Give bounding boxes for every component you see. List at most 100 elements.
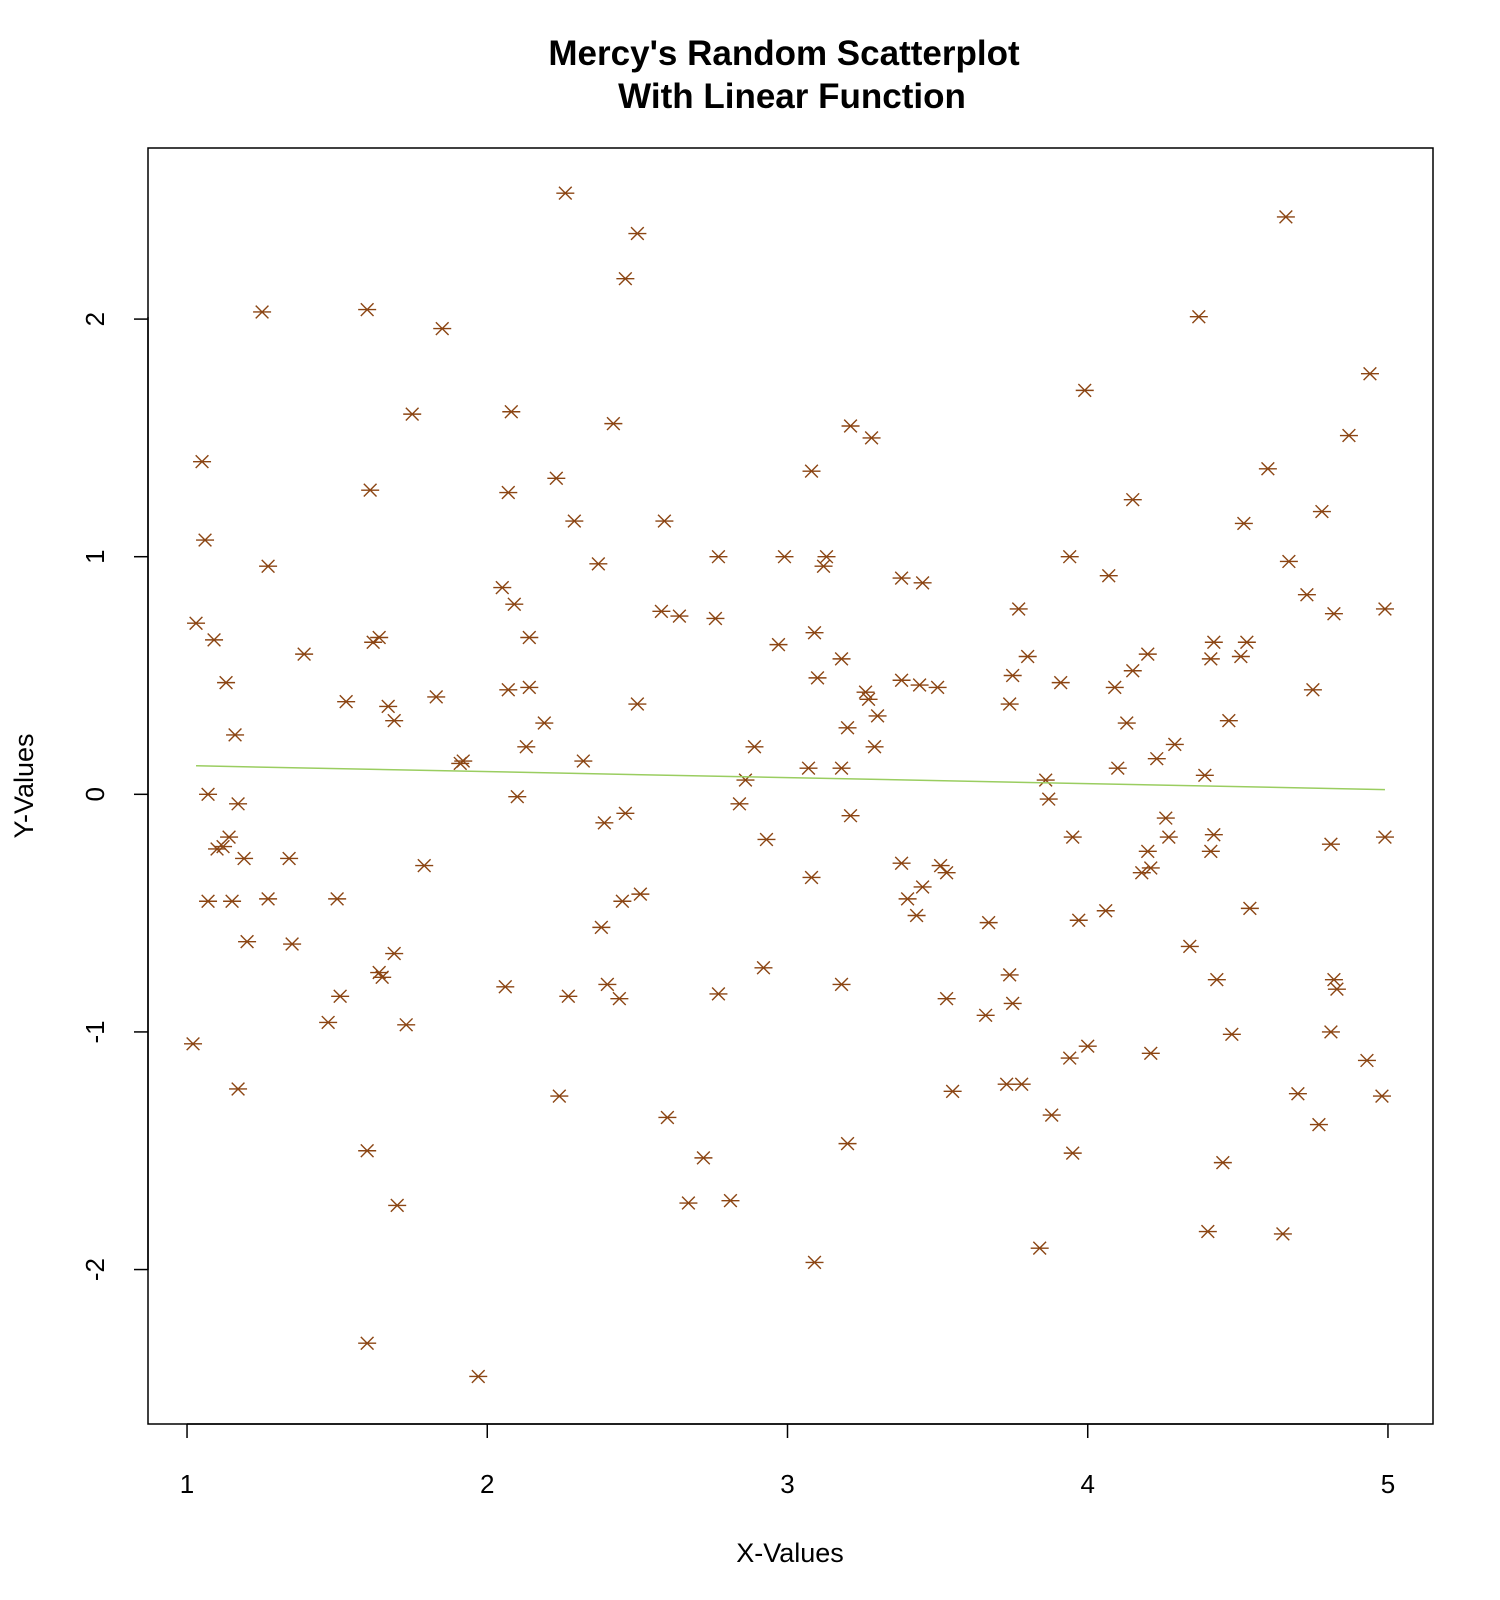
data-point — [832, 761, 851, 776]
data-point — [913, 575, 932, 590]
y-tick-label: 1 — [80, 549, 110, 563]
data-point — [502, 404, 521, 419]
data-point — [1357, 1053, 1376, 1068]
data-point — [757, 832, 776, 847]
y-axis-ticks: -2 -1 0 1 2 — [80, 312, 148, 1281]
data-point — [1069, 913, 1088, 928]
data-point — [721, 1193, 740, 1208]
data-point — [184, 1036, 203, 1051]
data-point — [415, 858, 434, 873]
data-point — [337, 694, 356, 709]
data-point — [1204, 635, 1223, 650]
data-point — [1105, 680, 1124, 695]
data-point — [979, 915, 998, 930]
data-point — [1213, 1155, 1232, 1170]
data-point — [706, 611, 725, 626]
data-point — [730, 796, 749, 811]
data-point — [427, 690, 446, 704]
data-point — [814, 559, 833, 574]
data-point — [910, 678, 929, 692]
y-axis-label: Y-Values — [9, 733, 39, 838]
x-axis-label: X-Values — [736, 1538, 844, 1568]
data-point — [520, 680, 539, 695]
data-point — [856, 685, 875, 700]
x-tick-label: 1 — [180, 1469, 194, 1499]
data-point — [499, 682, 518, 697]
data-point — [694, 1151, 713, 1165]
data-point — [679, 1196, 698, 1210]
data-point — [469, 1369, 488, 1384]
data-point — [832, 652, 851, 666]
data-point — [1276, 210, 1295, 224]
data-point — [1003, 996, 1022, 1011]
data-point — [1063, 830, 1082, 844]
data-point — [1297, 587, 1316, 602]
data-point — [976, 1008, 995, 1023]
data-point — [1201, 652, 1220, 666]
data-point — [709, 987, 728, 1001]
data-point — [517, 739, 536, 754]
data-point — [1288, 1086, 1307, 1101]
data-point — [295, 647, 314, 661]
data-point — [1222, 1027, 1241, 1042]
data-point — [1375, 602, 1394, 616]
data-point — [1258, 461, 1277, 476]
data-point — [358, 1143, 377, 1158]
data-point — [1207, 972, 1226, 987]
data-point — [385, 946, 404, 961]
data-point — [556, 186, 575, 201]
y-tick-label: 0 — [80, 787, 110, 801]
data-point — [520, 630, 539, 645]
data-point — [1156, 811, 1175, 825]
data-point — [328, 892, 347, 906]
data-point — [1219, 713, 1238, 728]
data-point — [547, 471, 566, 486]
data-point — [892, 571, 911, 585]
x-tick-label: 2 — [480, 1469, 494, 1499]
data-point — [280, 851, 299, 866]
data-point — [859, 692, 878, 707]
data-point — [1159, 830, 1178, 844]
data-point — [220, 830, 239, 844]
data-point — [370, 630, 389, 645]
data-point — [862, 431, 881, 445]
data-point — [907, 908, 926, 923]
data-point — [1003, 668, 1022, 683]
data-point — [1009, 602, 1028, 616]
data-point — [799, 761, 818, 776]
data-point — [658, 1110, 677, 1125]
data-point — [1078, 1039, 1097, 1054]
y-tick-label: 2 — [80, 312, 110, 326]
data-point — [943, 1084, 962, 1099]
data-point — [1075, 383, 1094, 398]
data-point — [1108, 761, 1127, 776]
chart-title-line-2: With Linear Function — [618, 77, 966, 116]
data-point — [259, 892, 278, 906]
data-point — [1141, 861, 1160, 875]
data-point — [898, 892, 917, 906]
data-point — [928, 680, 947, 695]
linear-function-line — [196, 765, 1385, 791]
data-point — [754, 960, 773, 975]
data-point — [745, 739, 764, 754]
data-point — [229, 796, 248, 811]
data-point — [832, 977, 851, 992]
data-point — [817, 549, 836, 564]
data-point — [769, 637, 788, 652]
data-point — [652, 604, 671, 619]
data-point — [1273, 1227, 1292, 1241]
data-point — [259, 559, 278, 574]
data-point — [499, 485, 518, 500]
data-point — [361, 483, 380, 498]
data-point — [433, 321, 452, 336]
data-point — [805, 1255, 824, 1270]
data-point — [1321, 837, 1340, 852]
data-point — [1372, 1089, 1391, 1103]
data-point — [208, 842, 227, 856]
x-axis-ticks: 1 2 3 4 5 — [180, 1424, 1395, 1499]
data-point — [1036, 773, 1055, 787]
data-point — [385, 713, 404, 728]
data-point — [331, 989, 350, 1004]
data-point — [628, 226, 647, 241]
data-point — [868, 709, 887, 723]
